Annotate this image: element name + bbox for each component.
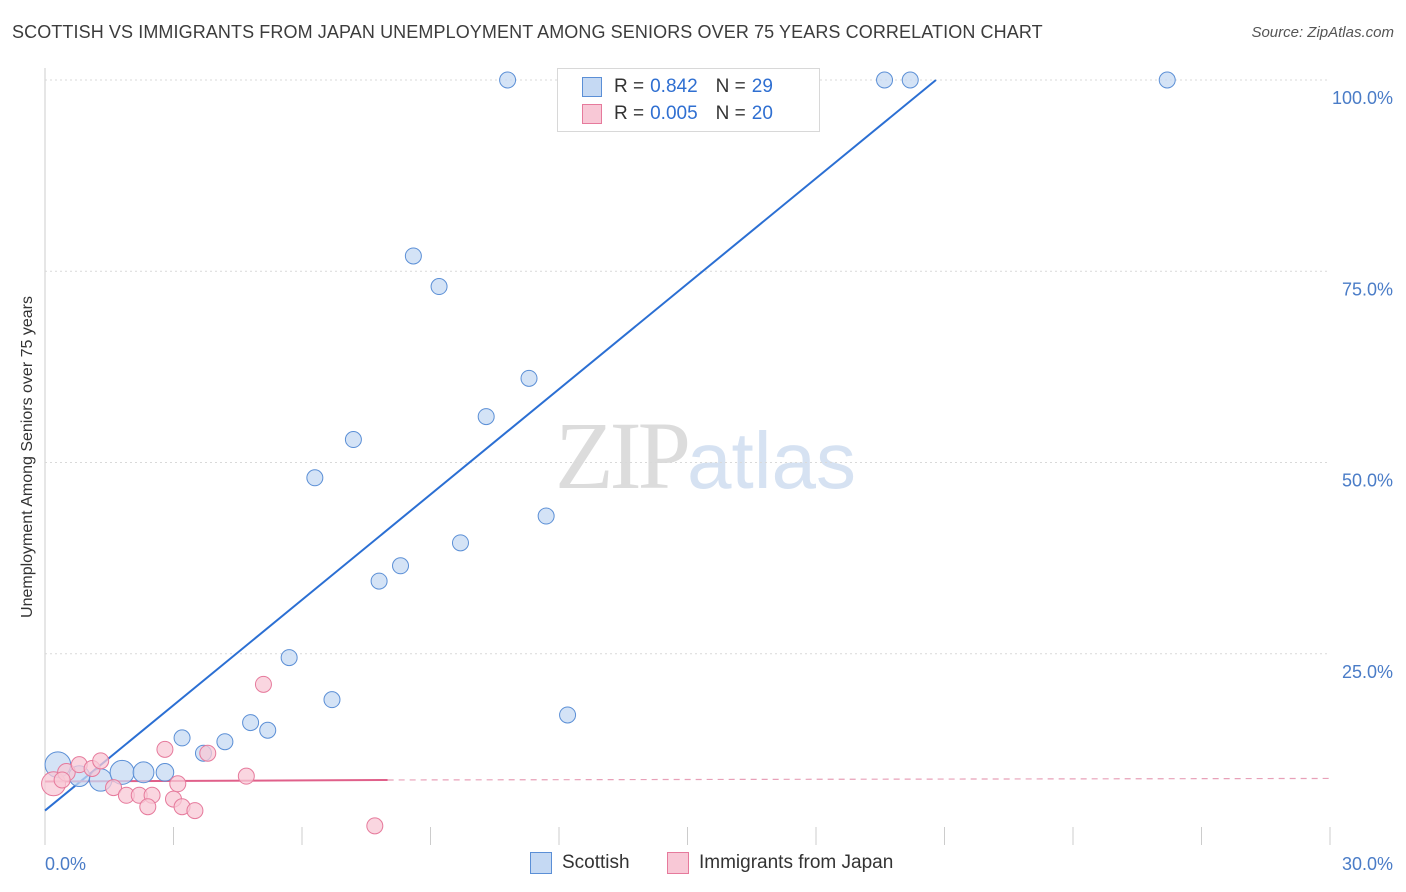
legend-swatch-japan [582, 104, 602, 124]
legend-r-value: 0.842 [650, 76, 698, 97]
x-tick-label: 0.0% [45, 854, 86, 874]
legend-r-label: R = [614, 103, 645, 124]
legend-n-label: N = [715, 76, 746, 97]
data-point-scottish [404, 247, 422, 265]
data-point-scottish [173, 729, 191, 747]
data-point-scottish [242, 714, 260, 732]
data-point-scottish [216, 733, 234, 751]
watermark: ZIPatlas [555, 400, 856, 511]
series-swatch-scottish [530, 852, 552, 874]
data-point-scottish [344, 431, 362, 449]
legend-n-value: 20 [751, 103, 773, 124]
legend-n-value: 29 [751, 76, 773, 97]
y-tick-label: 100.0% [1332, 88, 1393, 108]
data-point-scottish [537, 507, 555, 525]
data-point-japan [92, 752, 110, 770]
data-point-japan [237, 767, 255, 785]
data-point-scottish [451, 534, 469, 552]
series-legend-japan[interactable]: Immigrants from Japan [667, 852, 893, 874]
y-tick-label: 50.0% [1342, 471, 1393, 491]
data-point-scottish [477, 408, 495, 426]
x-tick-label: 30.0% [1342, 854, 1393, 874]
data-point-scottish [155, 763, 175, 782]
data-point-scottish [430, 278, 448, 296]
data-point-japan [53, 771, 71, 789]
data-point-scottish [392, 557, 410, 575]
data-point-scottish [901, 71, 919, 89]
legend-r-label: R = [614, 76, 645, 97]
y-tick-label: 25.0% [1342, 662, 1393, 682]
legend-r-value: 0.005 [650, 103, 698, 124]
data-point-scottish [259, 721, 277, 739]
source-label[interactable]: Source: ZipAtlas.com [1251, 24, 1394, 41]
data-point-scottish [876, 71, 894, 89]
data-point-japan [139, 798, 157, 816]
data-point-japan [186, 802, 204, 820]
trend-line-scottish [44, 79, 937, 812]
y-tick-label: 75.0% [1342, 279, 1393, 299]
data-point-scottish [499, 71, 517, 89]
data-point-scottish [1158, 71, 1176, 89]
legend-swatch-scottish [582, 77, 602, 97]
data-point-japan [199, 744, 217, 762]
legend-n-label: N = [715, 103, 746, 124]
chart-title: SCOTTISH VS IMMIGRANTS FROM JAPAN UNEMPL… [12, 22, 1043, 42]
data-point-japan [366, 817, 384, 835]
data-point-scottish [280, 649, 298, 667]
watermark-atlas: atlas [687, 416, 856, 505]
series-label-scottish: Scottish [562, 852, 630, 873]
data-point-japan [156, 740, 174, 758]
trend-line-japan-extension [387, 777, 1331, 781]
watermark-zip: ZIP [555, 402, 691, 509]
data-point-scottish [559, 706, 577, 724]
series-legend-scottish[interactable]: Scottish [530, 852, 630, 874]
data-point-japan [254, 675, 272, 693]
series-label-japan: Immigrants from Japan [699, 852, 894, 873]
data-point-scottish [306, 469, 324, 487]
correlation-legend: R = 0.842 N = 29 R = 0.005 N = 20 [557, 68, 820, 132]
data-point-japan [169, 775, 187, 793]
legend-row-scottish: R = 0.842 N = 29 [582, 75, 773, 99]
data-point-japan [105, 779, 123, 797]
data-point-scottish [520, 369, 538, 387]
data-point-scottish [132, 761, 155, 784]
legend-row-japan: R = 0.005 N = 20 [582, 102, 773, 126]
series-swatch-japan [667, 852, 689, 874]
data-point-scottish [370, 572, 388, 590]
data-point-scottish [323, 691, 341, 709]
